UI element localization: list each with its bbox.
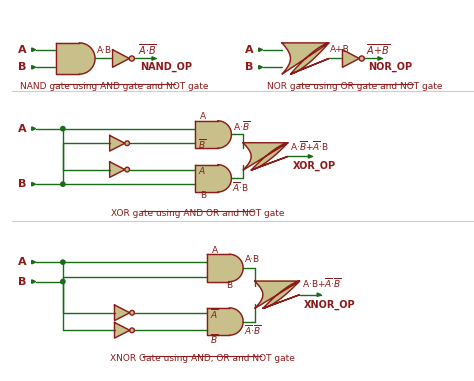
Text: $\overline{A}$·$\overline{B}$: $\overline{A}$·$\overline{B}$ — [244, 323, 262, 337]
Circle shape — [61, 182, 65, 186]
Text: $\overline{A}$·B: $\overline{A}$·B — [232, 180, 249, 194]
Text: A: A — [245, 45, 254, 55]
Text: A+B: A+B — [330, 45, 349, 54]
Polygon shape — [218, 165, 231, 192]
Polygon shape — [229, 254, 243, 282]
Text: NOR gate using OR gate and NOT gate: NOR gate using OR gate and NOT gate — [267, 82, 443, 91]
Text: A: A — [212, 246, 218, 255]
Text: A·B+$\overline{A}$·$\overline{B}$: A·B+$\overline{A}$·$\overline{B}$ — [301, 276, 341, 290]
Text: A: A — [18, 257, 27, 267]
Polygon shape — [259, 48, 263, 51]
Polygon shape — [343, 50, 359, 67]
Text: XNOR_OP: XNOR_OP — [303, 299, 355, 310]
Circle shape — [129, 56, 135, 61]
Text: B: B — [227, 281, 233, 290]
Text: NAND_OP: NAND_OP — [140, 62, 192, 72]
Polygon shape — [195, 121, 218, 148]
Polygon shape — [152, 57, 156, 60]
Polygon shape — [112, 50, 129, 67]
Polygon shape — [80, 43, 95, 74]
Polygon shape — [32, 260, 36, 264]
Text: $\overline{B}$: $\overline{B}$ — [198, 137, 207, 151]
Polygon shape — [243, 143, 288, 170]
Polygon shape — [229, 308, 243, 335]
Text: $\overline{A{+}B}$: $\overline{A{+}B}$ — [366, 42, 390, 57]
Text: NAND gate using AND gate and NOT gate: NAND gate using AND gate and NOT gate — [20, 82, 209, 91]
Text: NOR_OP: NOR_OP — [368, 62, 412, 72]
Polygon shape — [32, 127, 36, 130]
Text: A·B: A·B — [97, 46, 112, 55]
Text: B: B — [245, 62, 254, 72]
Text: XOR_OP: XOR_OP — [293, 161, 336, 171]
Polygon shape — [56, 43, 80, 74]
Circle shape — [130, 328, 135, 333]
Text: B: B — [200, 191, 206, 200]
Circle shape — [61, 126, 65, 131]
Polygon shape — [32, 182, 36, 186]
Polygon shape — [317, 293, 321, 296]
Polygon shape — [32, 48, 36, 51]
Polygon shape — [109, 136, 125, 151]
Polygon shape — [32, 66, 36, 69]
Polygon shape — [115, 305, 130, 320]
Text: $\overline{A}$: $\overline{A}$ — [210, 307, 219, 321]
Text: A: A — [18, 45, 27, 55]
Text: A·B: A·B — [245, 255, 260, 264]
Polygon shape — [207, 308, 229, 335]
Text: B: B — [18, 277, 27, 287]
Text: XOR gate using AND OR and NOT gate: XOR gate using AND OR and NOT gate — [110, 210, 284, 218]
Text: A: A — [200, 112, 206, 122]
Polygon shape — [109, 162, 125, 177]
Text: A·$\overline{B}$: A·$\overline{B}$ — [233, 119, 251, 133]
Polygon shape — [255, 281, 300, 308]
Circle shape — [125, 167, 129, 172]
Polygon shape — [32, 280, 36, 283]
Circle shape — [61, 260, 65, 264]
Polygon shape — [115, 322, 130, 338]
Circle shape — [130, 311, 135, 315]
Circle shape — [359, 56, 365, 61]
Polygon shape — [218, 121, 231, 148]
Text: $\overline{A{\cdot}B}$: $\overline{A{\cdot}B}$ — [138, 42, 157, 57]
Text: XNOR Gate using AND, OR and NOT gate: XNOR Gate using AND, OR and NOT gate — [110, 354, 295, 363]
Circle shape — [61, 279, 65, 284]
Text: B: B — [18, 62, 27, 72]
Text: $\overline{B}$: $\overline{B}$ — [210, 332, 218, 346]
Polygon shape — [195, 165, 218, 192]
Polygon shape — [378, 57, 382, 60]
Polygon shape — [309, 155, 312, 158]
Text: A·$\overline{B}$+$\overline{A}$·B: A·$\overline{B}$+$\overline{A}$·B — [290, 139, 329, 153]
Text: B: B — [18, 179, 27, 189]
Circle shape — [125, 141, 129, 146]
Polygon shape — [259, 66, 263, 69]
Text: $\overline{A}$: $\overline{A}$ — [198, 163, 207, 178]
Polygon shape — [207, 254, 229, 282]
Text: A: A — [18, 124, 27, 134]
Polygon shape — [282, 43, 329, 74]
